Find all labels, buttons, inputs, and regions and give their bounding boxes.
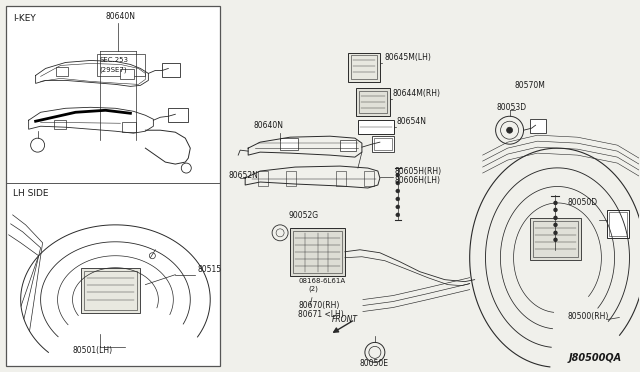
Bar	[290, 228, 345, 276]
Bar	[83, 271, 138, 310]
Text: SEC.253: SEC.253	[99, 57, 129, 64]
Bar	[351, 55, 377, 79]
Text: 80570M: 80570M	[515, 81, 545, 90]
Bar	[120, 70, 134, 79]
Bar	[122, 122, 136, 132]
Circle shape	[554, 231, 557, 234]
Bar	[374, 138, 392, 150]
Text: 80652N: 80652N	[228, 171, 258, 180]
Bar	[54, 120, 65, 129]
Text: 80671 <LH): 80671 <LH)	[298, 310, 344, 318]
Text: I-KEY: I-KEY	[13, 14, 35, 23]
Bar	[336, 171, 346, 186]
Circle shape	[554, 238, 557, 241]
Circle shape	[554, 217, 557, 219]
Text: 80670(RH): 80670(RH)	[298, 301, 339, 310]
Text: 80500(RH): 80500(RH)	[568, 312, 609, 321]
Circle shape	[396, 205, 400, 209]
Bar	[163, 64, 180, 77]
Circle shape	[396, 213, 400, 217]
Bar	[532, 221, 579, 257]
Text: 80053D: 80053D	[497, 103, 527, 112]
Text: 80640N: 80640N	[253, 121, 283, 130]
Circle shape	[396, 181, 400, 185]
Bar	[529, 119, 545, 133]
Text: 80640N: 80640N	[106, 12, 136, 20]
Circle shape	[396, 189, 400, 193]
Circle shape	[507, 127, 513, 133]
Bar	[293, 231, 342, 273]
Text: 90052G: 90052G	[288, 211, 318, 220]
Bar	[607, 210, 629, 238]
Text: 08168-6L61A: 08168-6L61A	[298, 278, 345, 283]
Circle shape	[554, 202, 557, 205]
Text: 80605H(RH): 80605H(RH)	[395, 167, 442, 176]
Bar	[168, 108, 188, 122]
Bar	[609, 212, 627, 236]
Text: 80515: 80515	[197, 265, 221, 274]
Bar	[359, 92, 387, 113]
Text: 80050E: 80050E	[360, 359, 389, 368]
Bar	[97, 54, 145, 76]
Text: 80654N: 80654N	[397, 117, 427, 126]
Bar	[358, 120, 394, 134]
Text: 80606H(LH): 80606H(LH)	[395, 176, 441, 185]
Bar	[348, 52, 380, 82]
Text: LH SIDE: LH SIDE	[13, 189, 48, 198]
Text: (29SE7): (29SE7)	[99, 67, 127, 73]
Bar	[372, 136, 394, 152]
Bar	[356, 89, 390, 116]
Text: 80644M(RH): 80644M(RH)	[393, 89, 441, 98]
Bar	[258, 171, 268, 186]
Text: J80500QA: J80500QA	[568, 353, 621, 363]
Bar	[56, 67, 68, 76]
Bar	[340, 140, 356, 151]
Text: 80645M(LH): 80645M(LH)	[385, 54, 432, 62]
Circle shape	[396, 173, 400, 177]
Text: FRONT: FRONT	[332, 315, 358, 324]
Text: (2): (2)	[308, 286, 318, 292]
Bar	[6, 6, 220, 366]
Circle shape	[396, 197, 400, 201]
Circle shape	[554, 223, 557, 226]
Bar	[280, 138, 298, 150]
Text: 80050D: 80050D	[568, 198, 598, 207]
Bar	[529, 218, 581, 260]
Bar	[81, 268, 140, 312]
Bar	[286, 171, 296, 186]
Circle shape	[554, 208, 557, 211]
Bar	[364, 171, 374, 186]
Text: 80501(LH): 80501(LH)	[72, 346, 113, 355]
